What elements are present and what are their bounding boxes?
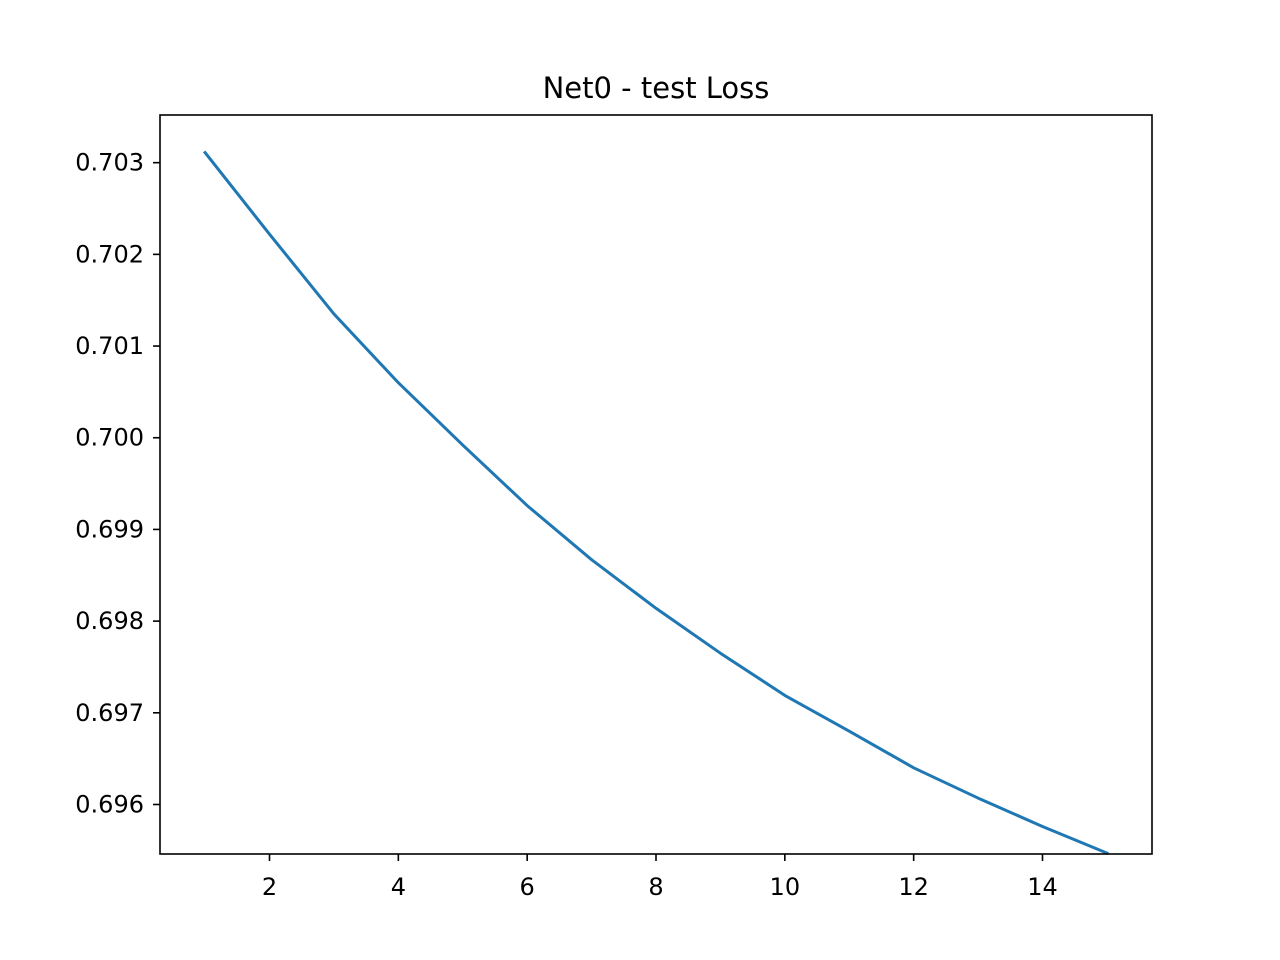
series-line — [202, 150, 1109, 856]
y-tick-label: 0.696 — [75, 790, 144, 818]
y-tick-label: 0.703 — [75, 149, 144, 177]
y-tick-label: 0.702 — [75, 240, 144, 268]
y-tick-label: 0.698 — [75, 607, 144, 635]
x-tick-label: 4 — [391, 873, 406, 901]
y-tick-label: 0.697 — [75, 699, 144, 727]
y-axis: 0.696 0.697 0.698 0.699 0.700 0.701 0.702 0.703 — [75, 149, 160, 818]
chart-title: Net0 - test Loss — [543, 71, 770, 105]
x-tick-label: 6 — [520, 873, 535, 901]
x-tick-label: 14 — [1027, 873, 1058, 901]
plot-frame — [159, 114, 1153, 855]
x-tick-label: 12 — [898, 873, 929, 901]
y-tick-label: 0.700 — [75, 424, 144, 452]
x-tick-label: 2 — [262, 873, 277, 901]
y-tick-label: 0.701 — [75, 332, 144, 360]
x-tick-label: 10 — [770, 873, 801, 901]
x-tick-label: 8 — [648, 873, 663, 901]
x-axis: 2 4 6 8 10 12 14 — [262, 854, 1058, 901]
y-tick-label: 0.699 — [75, 515, 144, 543]
series-layer — [202, 150, 1109, 856]
